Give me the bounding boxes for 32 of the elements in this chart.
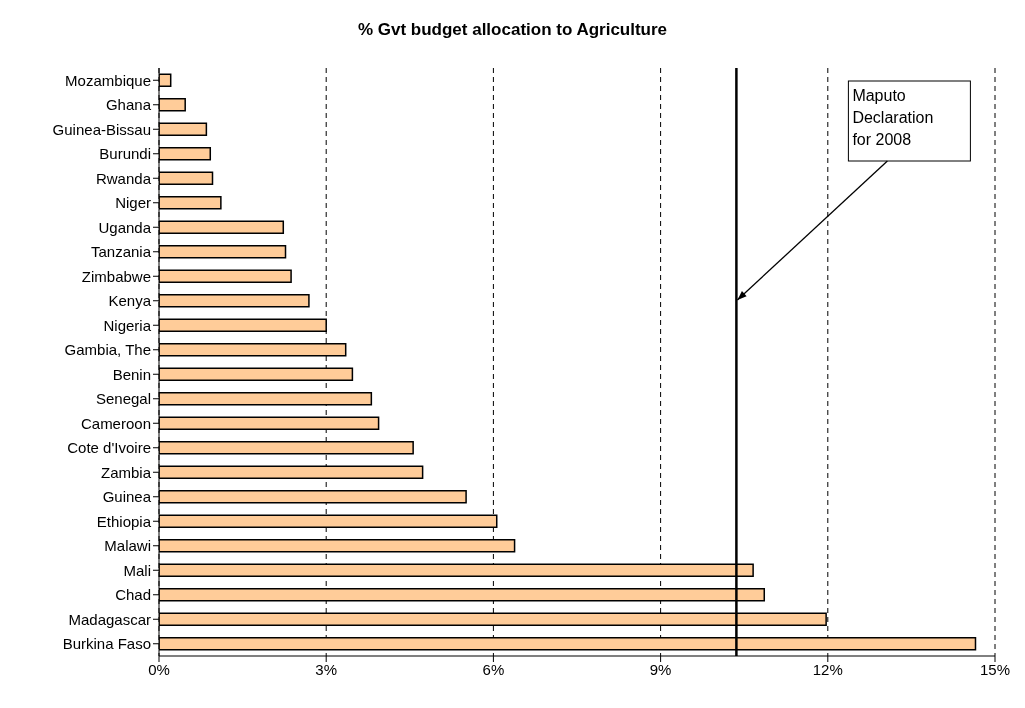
y-tick-label: Cote d'Ivoire <box>67 439 151 457</box>
y-tick-label: Benin <box>112 365 151 383</box>
y-tick-label: Senegal <box>95 390 151 408</box>
y-tick-label: Uganda <box>98 218 152 236</box>
y-tick-label: Guinea-Bissau <box>52 120 151 138</box>
x-tick-label: 9% <box>649 660 672 678</box>
y-tick-label: Madagascar <box>68 610 151 628</box>
x-tick-label: 6% <box>482 660 505 678</box>
y-tick-label: Burkina Faso <box>62 635 151 653</box>
y-tick-label: Zambia <box>100 463 152 481</box>
x-tick-label: 12% <box>812 660 843 678</box>
y-tick-label: Guinea <box>102 488 152 506</box>
y-tick-label: Chad <box>115 586 151 604</box>
x-tick-label: 0% <box>148 660 170 678</box>
y-tick-label: Niger <box>115 194 151 212</box>
ref-line-label: Maputo Declaration for 2008 <box>852 87 934 148</box>
y-tick-label: Rwanda <box>95 169 152 187</box>
y-tick-label: Mozambique <box>65 71 151 89</box>
y-tick-label: Ghana <box>105 96 152 114</box>
y-tick-label: Nigeria <box>103 316 152 334</box>
y-tick-label: Malawi <box>104 537 151 555</box>
y-tick-label: Zimbabwe <box>81 267 151 285</box>
y-tick-label: Ethiopia <box>96 512 152 530</box>
y-tick-label: Gambia, The <box>64 341 151 359</box>
y-tick-label: Burundi <box>99 145 151 163</box>
y-tick-label: Tanzania <box>90 243 152 261</box>
x-tick-label: 15% <box>979 660 1011 678</box>
chart-title: % Gvt budget allocation to Agriculture <box>356 20 669 40</box>
y-tick-label: Mali <box>123 561 151 579</box>
x-tick-label: 3% <box>315 660 338 678</box>
y-tick-label: Cameroon <box>80 414 151 432</box>
y-tick-label: Kenya <box>108 292 152 310</box>
